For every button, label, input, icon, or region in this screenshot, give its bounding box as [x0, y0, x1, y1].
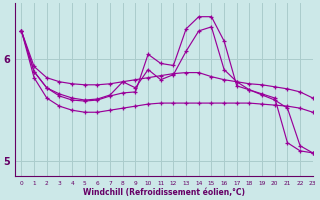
X-axis label: Windchill (Refroidissement éolien,°C): Windchill (Refroidissement éolien,°C): [83, 188, 245, 197]
